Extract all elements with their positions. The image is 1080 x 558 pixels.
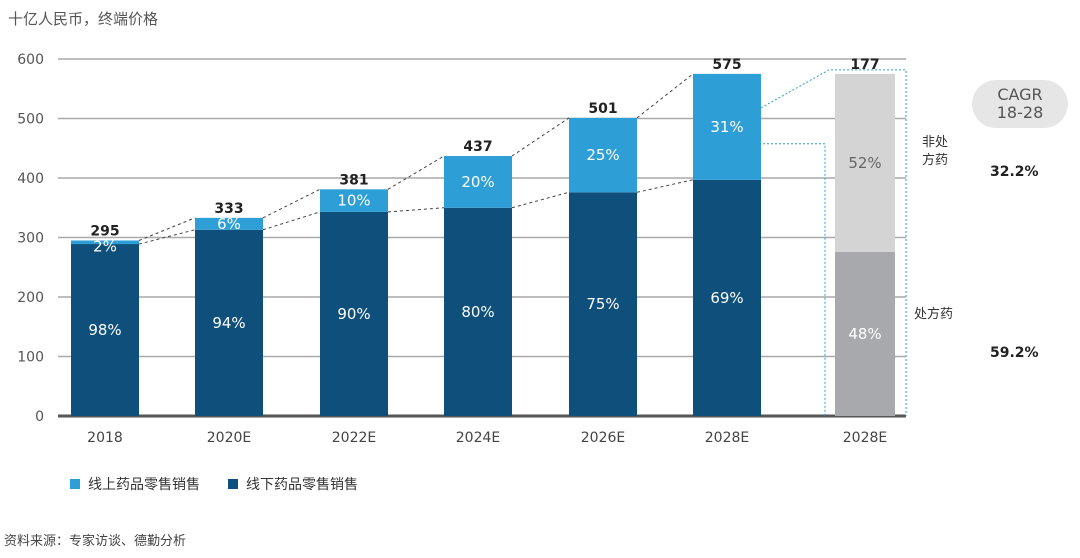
- bar-online-2020E: [195, 217, 263, 230]
- bar-offline-2024E: [444, 207, 512, 416]
- connector-total: [138, 73, 694, 241]
- label-offline-2018: 98%: [88, 321, 121, 339]
- legend-swatch-offline: [228, 479, 238, 489]
- total-label-2026E: 501: [588, 101, 617, 117]
- label-offline-2022E: 90%: [337, 305, 370, 323]
- bar-offline-2028E: [693, 179, 761, 416]
- legend-swatch-online: [70, 479, 80, 489]
- label-offline-2024E: 80%: [461, 303, 494, 321]
- bar-online-2024E: [444, 155, 512, 208]
- breakdown-prescription-label: 48%: [848, 325, 881, 343]
- prescription-label: 处方药: [914, 307, 954, 322]
- label-online-2022E: 10%: [337, 192, 370, 210]
- bar-offline-2018: [71, 244, 139, 416]
- y-tick-label-600: 600: [17, 52, 44, 68]
- bar-online-2022E: [320, 189, 388, 212]
- label-online-2020E: 6%: [217, 215, 241, 233]
- x-tick-label-breakdown: 2028E: [843, 430, 887, 446]
- legend-label-offline: 线下药品零售销售: [246, 477, 358, 493]
- x-tick-label-2024E: 2024E: [456, 430, 500, 446]
- breakdown-total-label: 177: [850, 57, 879, 73]
- breakdown-nonprescription-label: 52%: [848, 154, 881, 172]
- y-tick-label-300: 300: [17, 231, 44, 247]
- label-offline-2020E: 94%: [212, 314, 245, 332]
- x-tick-label-2028E: 2028E: [705, 430, 749, 446]
- x-tick-label-2026E: 2026E: [581, 430, 625, 446]
- label-online-2018: 2%: [93, 237, 117, 255]
- zoom-line-bottom: [763, 143, 826, 416]
- total-label-2022E: 381: [339, 172, 368, 188]
- legend-label-online: 线上药品零售销售: [88, 477, 200, 493]
- source-note: 资料来源：专家访谈、德勤分析: [4, 534, 187, 549]
- y-tick-label-500: 500: [17, 112, 44, 128]
- y-tick-label-100: 100: [17, 350, 44, 366]
- bar-offline-2020E: [195, 229, 263, 416]
- legend-item-online: 线上药品零售销售: [70, 474, 200, 494]
- label-online-2026E: 25%: [586, 146, 619, 164]
- bar-offline-2022E: [320, 211, 388, 416]
- zoom-line-top: [760, 69, 907, 416]
- label-offline-2028E: 69%: [710, 289, 743, 307]
- bar-offline-2026E: [569, 192, 637, 416]
- total-label-2020E: 333: [214, 201, 243, 217]
- y-tick-label-0: 0: [35, 409, 44, 425]
- breakdown-nonprescription-segment: [835, 73, 895, 252]
- unit-label: 十亿人民币，终端价格: [8, 10, 159, 28]
- bar-online-2028E: [693, 73, 761, 180]
- legend: 线上药品零售销售 线下药品零售销售: [70, 474, 358, 494]
- cagr-badge-line1: CAGR: [997, 85, 1043, 104]
- bar-online-2018: [71, 240, 139, 245]
- x-tick-label-2022E: 2022E: [332, 430, 376, 446]
- total-label-2018: 295: [90, 223, 119, 239]
- cagr-value-nonprescription: 32.2%: [990, 164, 1039, 180]
- cagr-badge-line2: 18-28: [996, 103, 1044, 122]
- legend-item-offline: 线下药品零售销售: [228, 474, 358, 494]
- y-tick-label-400: 400: [17, 171, 44, 187]
- bar-online-2026E: [569, 117, 637, 193]
- label-offline-2026E: 75%: [586, 295, 619, 313]
- y-tick-label-200: 200: [17, 290, 44, 306]
- cagr-value-prescription: 59.2%: [990, 345, 1039, 361]
- nonprescription-label-line2: 方药: [922, 153, 949, 168]
- total-label-2024E: 437: [463, 139, 492, 155]
- label-online-2028E: 31%: [710, 118, 743, 136]
- nonprescription-label-line1: 非处: [922, 135, 949, 150]
- x-tick-label-2018: 2018: [87, 430, 123, 446]
- nonprescription-label: 非处 方药: [922, 134, 948, 170]
- total-label-2028E: 575: [712, 57, 741, 73]
- x-tick-label-2020E: 2020E: [207, 430, 251, 446]
- cagr-badge: CAGR 18-28: [972, 80, 1068, 128]
- breakdown-prescription-segment: [835, 251, 895, 416]
- label-online-2024E: 20%: [461, 173, 494, 191]
